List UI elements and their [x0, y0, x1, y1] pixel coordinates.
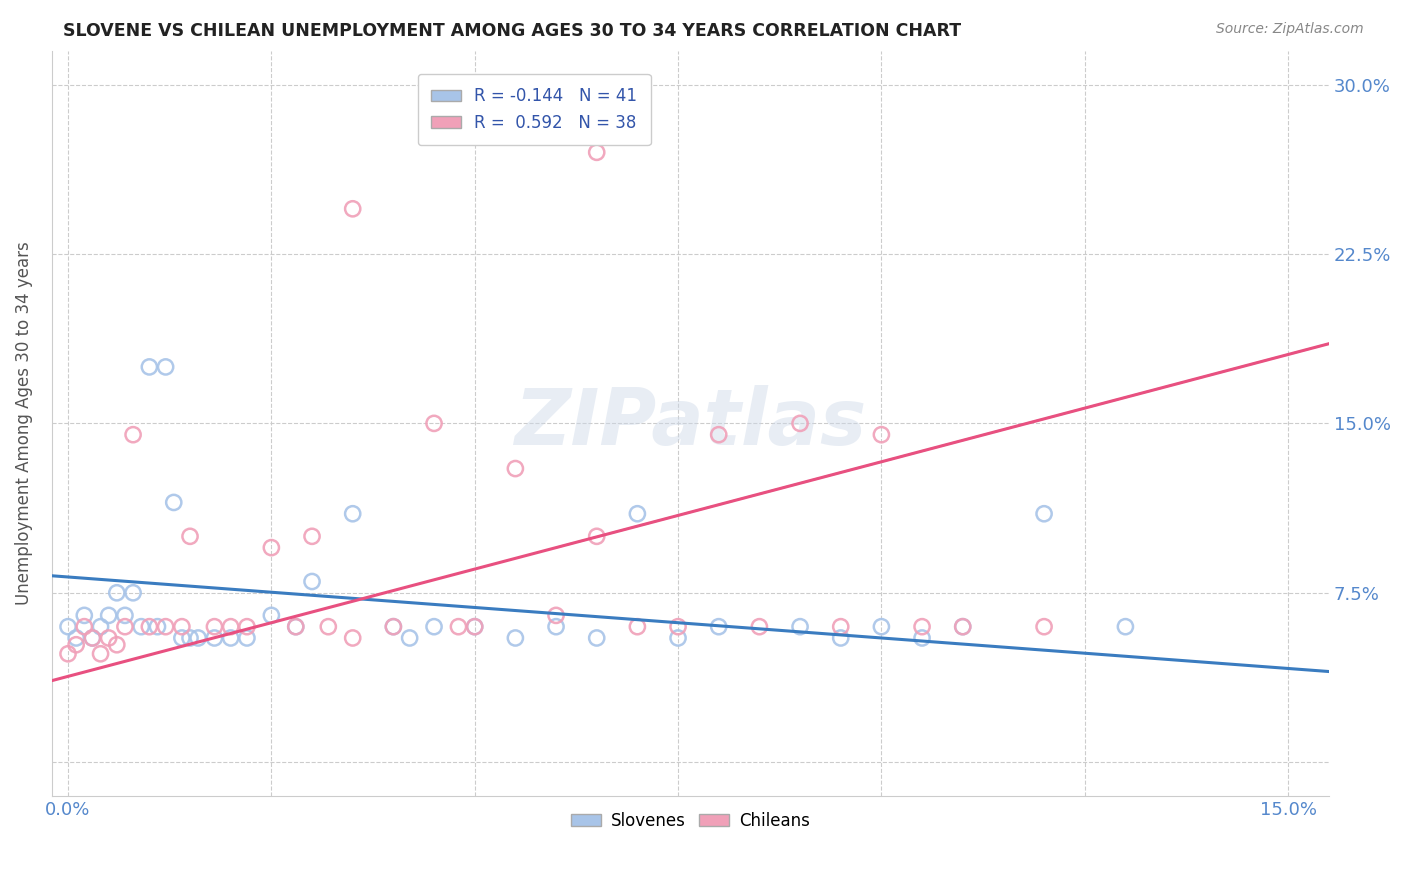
- Point: [382, 620, 405, 634]
- Point: [179, 529, 201, 543]
- Point: [707, 620, 730, 634]
- Point: [204, 620, 226, 634]
- Point: [505, 631, 527, 645]
- Point: [830, 631, 852, 645]
- Point: [129, 620, 152, 634]
- Point: [65, 638, 87, 652]
- Point: [260, 541, 283, 555]
- Point: [585, 529, 607, 543]
- Point: [56, 647, 79, 661]
- Point: [666, 631, 689, 645]
- Point: [911, 631, 934, 645]
- Point: [789, 620, 811, 634]
- Point: [97, 608, 120, 623]
- Point: [870, 620, 893, 634]
- Text: ZIPatlas: ZIPatlas: [515, 385, 866, 461]
- Point: [260, 608, 283, 623]
- Text: Source: ZipAtlas.com: Source: ZipAtlas.com: [1216, 22, 1364, 37]
- Point: [342, 202, 364, 216]
- Point: [163, 495, 186, 509]
- Point: [464, 620, 486, 634]
- Point: [342, 631, 364, 645]
- Point: [544, 608, 567, 623]
- Point: [204, 631, 226, 645]
- Point: [666, 620, 689, 634]
- Point: [789, 417, 811, 431]
- Point: [138, 620, 160, 634]
- Text: SLOVENE VS CHILEAN UNEMPLOYMENT AMONG AGES 30 TO 34 YEARS CORRELATION CHART: SLOVENE VS CHILEAN UNEMPLOYMENT AMONG AG…: [63, 22, 962, 40]
- Point: [73, 620, 96, 634]
- Point: [82, 631, 104, 645]
- Point: [90, 620, 112, 634]
- Y-axis label: Unemployment Among Ages 30 to 34 years: Unemployment Among Ages 30 to 34 years: [15, 242, 32, 606]
- Point: [114, 608, 136, 623]
- Legend: Slovenes, Chileans: Slovenes, Chileans: [564, 805, 817, 836]
- Point: [284, 620, 307, 634]
- Point: [626, 507, 648, 521]
- Point: [114, 620, 136, 634]
- Point: [830, 620, 852, 634]
- Point: [748, 620, 770, 634]
- Point: [284, 620, 307, 634]
- Point: [585, 631, 607, 645]
- Point: [626, 620, 648, 634]
- Point: [97, 631, 120, 645]
- Point: [170, 620, 193, 634]
- Point: [187, 631, 209, 645]
- Point: [952, 620, 974, 634]
- Point: [219, 631, 242, 645]
- Point: [1033, 507, 1056, 521]
- Point: [82, 631, 104, 645]
- Point: [707, 427, 730, 442]
- Point: [342, 507, 364, 521]
- Point: [382, 620, 405, 634]
- Point: [505, 461, 527, 475]
- Point: [170, 631, 193, 645]
- Point: [105, 638, 128, 652]
- Point: [1033, 620, 1056, 634]
- Point: [1114, 620, 1136, 634]
- Point: [447, 620, 470, 634]
- Point: [65, 631, 87, 645]
- Point: [155, 620, 177, 634]
- Point: [398, 631, 420, 645]
- Point: [122, 586, 145, 600]
- Point: [146, 620, 169, 634]
- Point: [155, 359, 177, 374]
- Point: [122, 427, 145, 442]
- Point: [585, 145, 607, 160]
- Point: [316, 620, 339, 634]
- Point: [105, 586, 128, 600]
- Point: [179, 631, 201, 645]
- Point: [138, 359, 160, 374]
- Point: [90, 647, 112, 661]
- Point: [301, 574, 323, 589]
- Point: [423, 620, 446, 634]
- Point: [870, 427, 893, 442]
- Point: [56, 620, 79, 634]
- Point: [911, 620, 934, 634]
- Point: [464, 620, 486, 634]
- Point: [952, 620, 974, 634]
- Point: [236, 620, 259, 634]
- Point: [301, 529, 323, 543]
- Point: [544, 620, 567, 634]
- Point: [236, 631, 259, 645]
- Point: [219, 620, 242, 634]
- Point: [73, 608, 96, 623]
- Point: [423, 417, 446, 431]
